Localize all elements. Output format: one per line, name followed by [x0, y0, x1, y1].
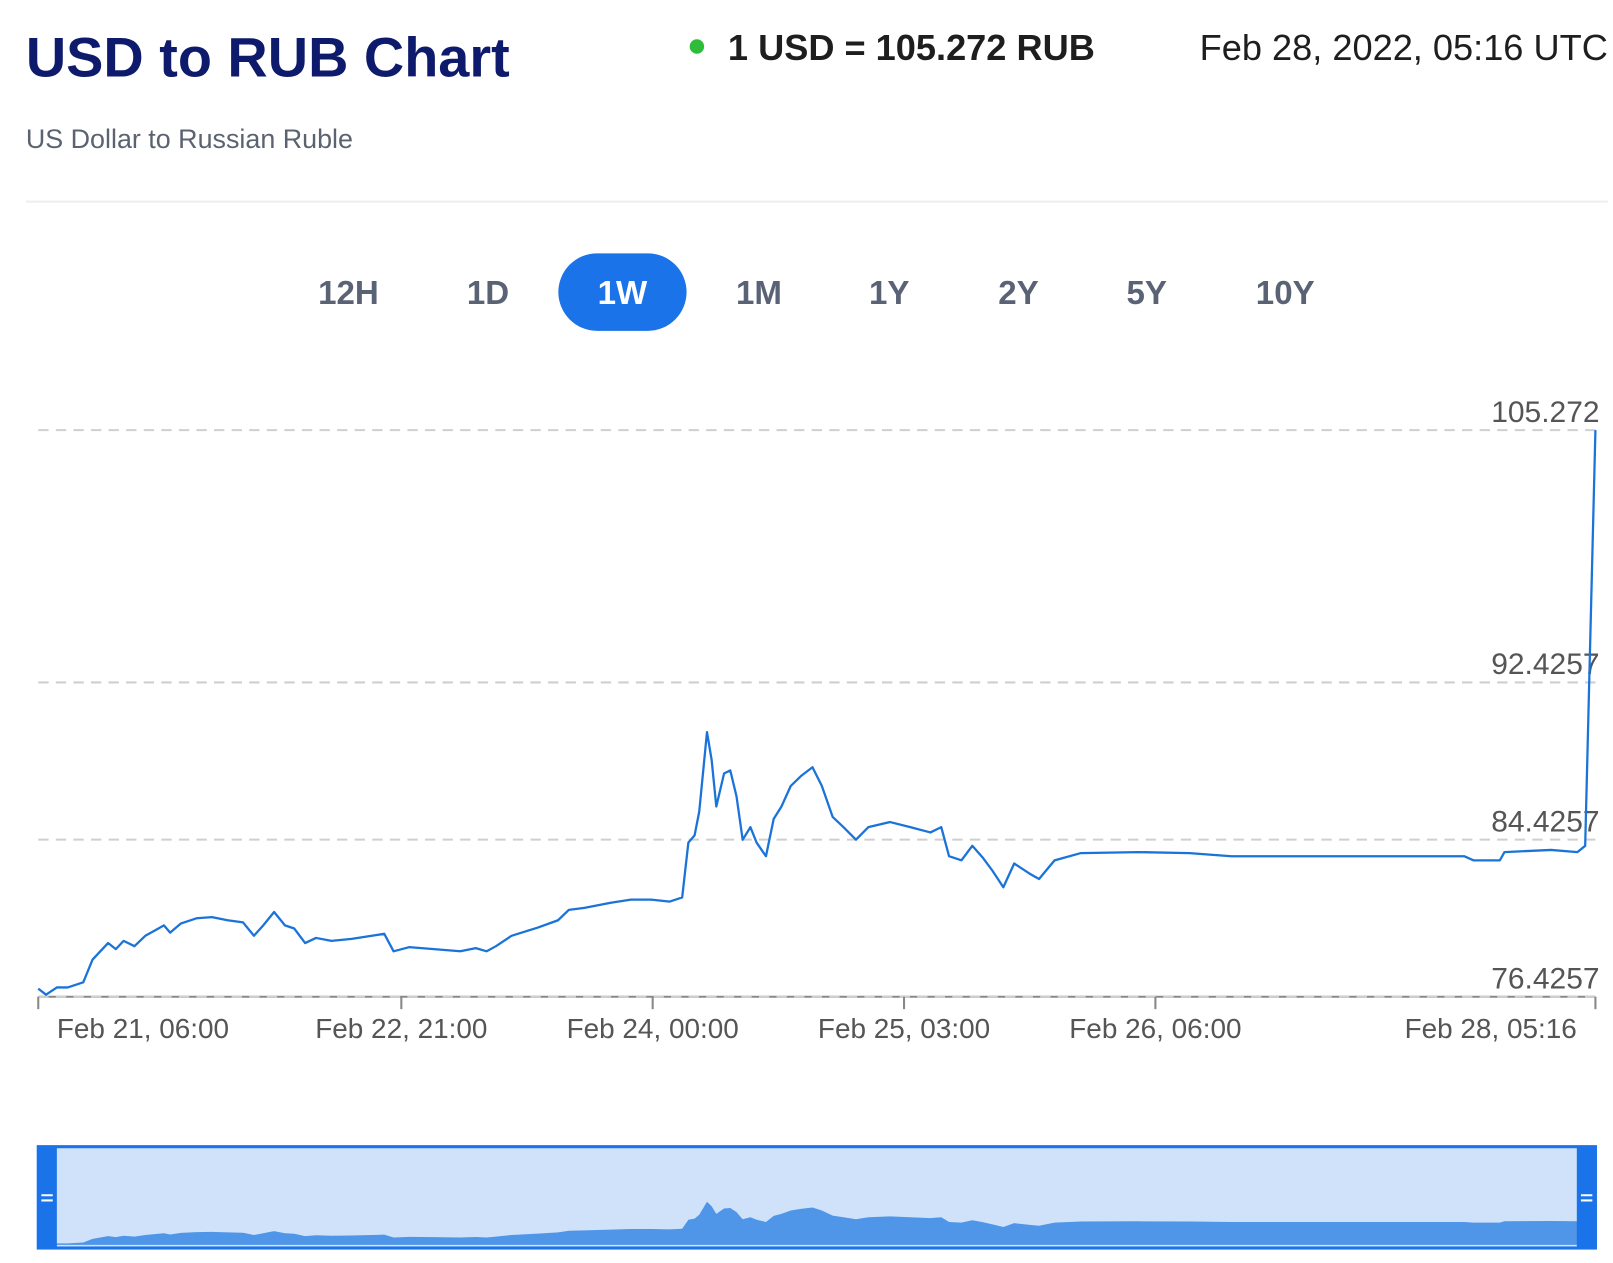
- x-tick-label: Feb 21, 06:00: [57, 1013, 229, 1044]
- range-button-active[interactable]: [558, 253, 687, 331]
- range-button[interactable]: 1W: [598, 275, 648, 312]
- navigator: [36, 1145, 1597, 1250]
- navigator-handles: [37, 1145, 1597, 1250]
- y-tick-label: 84.4257: [1491, 805, 1599, 838]
- range-button[interactable]: 12H: [318, 275, 379, 312]
- x-tick-label: Feb 22, 21:00: [315, 1013, 487, 1044]
- x-tick-label: Feb 26, 06:00: [1069, 1013, 1241, 1044]
- plot: 105.272 92.4257 84.4257 76.4257 Feb 21, 06:0…: [37, 396, 1600, 1044]
- range-button[interactable]: 2Y: [998, 275, 1038, 312]
- page-title: USD to RUB Chart: [26, 26, 510, 89]
- x-tick-label: Feb 24, 00:00: [567, 1013, 739, 1044]
- navigator-area: [38, 1152, 1596, 1245]
- x-tick-label: Feb 28, 05:16: [1405, 1013, 1577, 1044]
- subtitle: US Dollar to Russian Ruble: [26, 124, 353, 154]
- handle-grip: [41, 1194, 1593, 1202]
- x-tick-label: Feb 25, 03:00: [818, 1013, 990, 1044]
- range-button[interactable]: 5Y: [1126, 275, 1166, 312]
- live-dot: [689, 39, 705, 54]
- rate: 1 USD = 105.272 RUB: [728, 27, 1095, 68]
- range-button[interactable]: 10Y: [1256, 275, 1315, 312]
- range-buttons: 12H 1D 1W 1M 1Y 2Y 5Y 10Y: [318, 253, 1315, 331]
- range-button[interactable]: 1Y: [869, 275, 909, 312]
- range-button[interactable]: 1M: [736, 275, 782, 312]
- y-tick-label: 76.4257: [1491, 962, 1599, 995]
- y-tick-label: 105.272: [1491, 396, 1599, 429]
- navigator-handle[interactable]: [37, 1145, 57, 1250]
- y-tick-label: 92.4257: [1491, 648, 1599, 681]
- range-button[interactable]: 1D: [467, 275, 509, 312]
- price-line: [37, 430, 1597, 996]
- rate-time: Feb 28, 2022, 05:16 UTC: [1200, 27, 1608, 68]
- navigator-handle[interactable]: [1576, 1145, 1597, 1250]
